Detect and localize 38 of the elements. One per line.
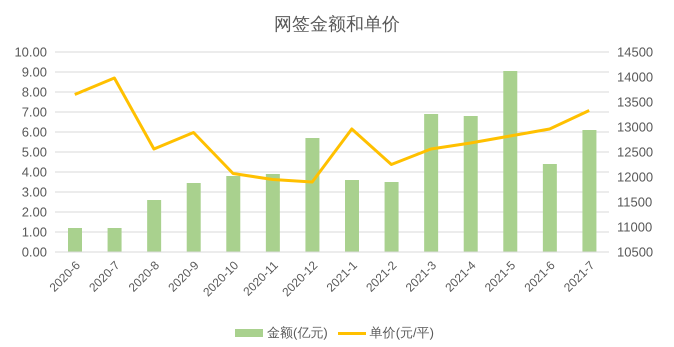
y2-tick-label: 13000 bbox=[617, 120, 654, 135]
y2-tick-label: 12000 bbox=[617, 170, 654, 185]
legend-label: 金额(亿元) bbox=[267, 324, 328, 342]
y2-tick-label: 14500 bbox=[617, 44, 654, 60]
y2-tick-label: 13500 bbox=[617, 94, 654, 110]
y2-tick-label: 11500 bbox=[617, 194, 652, 210]
legend-label: 单价(元/平) bbox=[370, 324, 434, 342]
bar bbox=[424, 114, 438, 252]
bar bbox=[503, 71, 518, 252]
bar bbox=[108, 228, 122, 252]
y2-tick-label: 10500 bbox=[617, 244, 654, 260]
y2-tick-label: 14000 bbox=[617, 70, 654, 85]
y-tick-label: 8.00 bbox=[22, 84, 47, 100]
y-tick-label: 2.00 bbox=[22, 204, 47, 220]
y2-tick-label: 11000 bbox=[617, 220, 652, 235]
y-tick-label: 1.00 bbox=[22, 224, 47, 240]
chart-title: 网签金额和单价 bbox=[273, 13, 401, 36]
bar bbox=[582, 130, 596, 252]
bar bbox=[147, 200, 162, 252]
y-tick-label: 3.00 bbox=[22, 184, 47, 200]
bar bbox=[68, 228, 82, 252]
bar bbox=[542, 164, 557, 252]
bar bbox=[384, 182, 399, 252]
y-tick-label: 0.00 bbox=[22, 244, 47, 260]
bar bbox=[464, 116, 478, 252]
y2-tick-label: 12500 bbox=[617, 144, 654, 160]
bar bbox=[226, 176, 240, 252]
y-tick-label: 10.00 bbox=[14, 44, 47, 60]
bar bbox=[266, 174, 280, 252]
y-tick-label: 6.00 bbox=[22, 124, 47, 140]
bar bbox=[345, 180, 359, 252]
line-series bbox=[73, 76, 591, 184]
y-tick-label: 9.00 bbox=[22, 64, 47, 80]
y-tick-label: 4.00 bbox=[22, 164, 47, 180]
y-tick-label: 5.00 bbox=[22, 144, 47, 160]
bar bbox=[186, 183, 201, 252]
y-tick-label: 7.00 bbox=[22, 104, 47, 120]
bar bbox=[305, 138, 320, 252]
